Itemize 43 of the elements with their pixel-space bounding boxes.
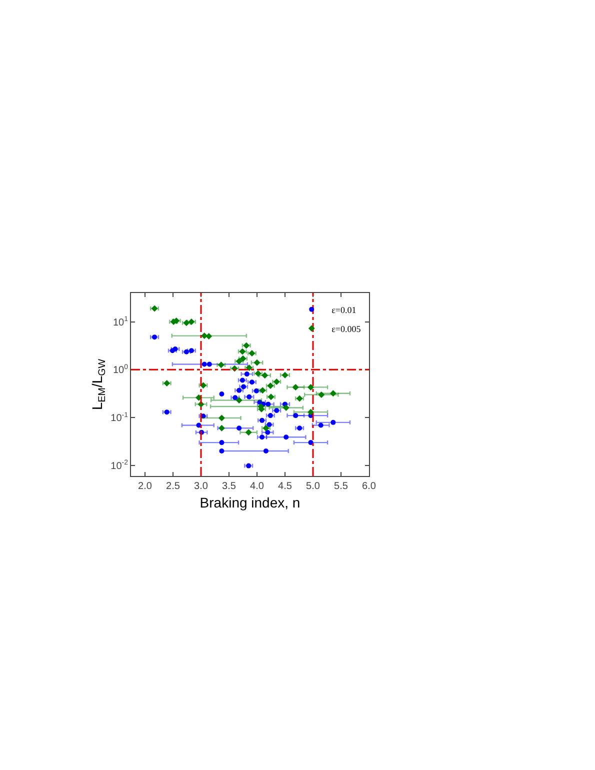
point [260,434,265,440]
point [308,384,314,390]
x-tick-label: 4.5 [278,481,292,492]
point [246,394,252,400]
point [318,422,324,428]
x-tick-label: 2.0 [138,481,152,492]
point [236,396,242,404]
point [308,408,314,416]
point [245,429,252,436]
y-tick-label: 10$^{1}$ [112,316,128,328]
point [266,402,271,407]
point [308,440,314,446]
point [293,413,298,418]
x-tick-label: 3.0 [194,481,208,492]
x-tick-label: 6.0 [362,481,376,492]
x-tick-label: 4.0 [250,481,264,492]
point [318,391,325,398]
y-tick-label: 10$^{0}$ [112,364,128,376]
point [254,359,260,366]
y-tick-label: 10$^{-2}$ [110,460,128,472]
x-tick-label: 5.5 [334,481,348,492]
x-tick-label: 5.0 [306,481,320,492]
point [330,390,336,397]
x-tick-label: 3.5 [222,481,236,492]
point [206,332,212,340]
legend-label: ε=0.005 [332,324,362,334]
x-axis-title: Braking index, n [200,494,300,510]
x-tick-label: 2.5 [166,481,180,492]
point [263,448,268,454]
point [244,372,250,377]
point [292,384,299,390]
point [330,420,336,425]
point [218,424,225,432]
point [219,440,224,446]
legend-label: ε=0.01 [332,304,356,315]
point [218,414,225,422]
point [282,404,290,412]
point [284,434,289,440]
point [236,426,242,431]
point [202,362,207,367]
point [262,372,268,379]
y-tick-label: 10$^{-1}$ [110,412,128,424]
point [265,430,270,435]
